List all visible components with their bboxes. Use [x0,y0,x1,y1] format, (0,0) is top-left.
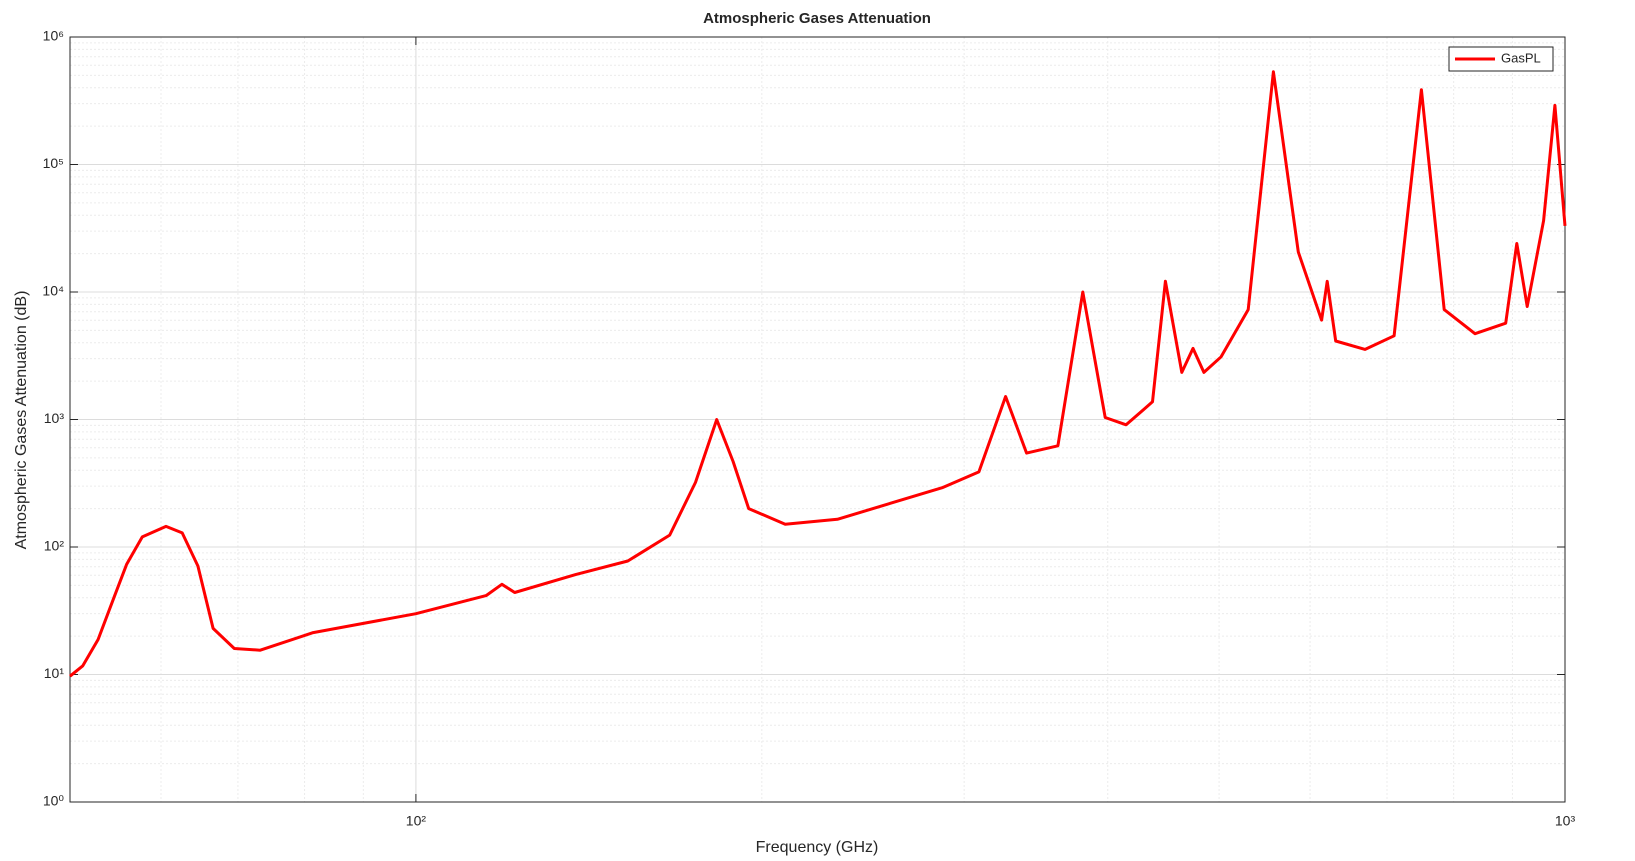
x-axis-label: Frequency (GHz) [756,839,879,856]
data-line [69,70,1567,678]
chart-title: Atmospheric Gases Attenuation [703,10,931,27]
y-axis-label: Atmospheric Gases Attenuation (dB) [13,291,30,550]
y-tick-label: 10¹ [44,665,65,681]
legend-label: GasPL [1501,50,1541,65]
y-tick-label: 10² [44,538,65,554]
y-tick-label: 10⁴ [42,283,64,299]
x-tick-label: 10³ [1555,813,1576,829]
y-tick-label: 10³ [44,410,65,426]
y-tick-label: 10⁶ [43,28,64,44]
legend: GasPL [1448,46,1554,72]
y-tick-label: 10⁵ [43,155,64,171]
y-tick-label: 10⁰ [43,793,65,809]
x-tick-label: 10² [406,813,427,829]
plot-frame [69,36,1566,803]
